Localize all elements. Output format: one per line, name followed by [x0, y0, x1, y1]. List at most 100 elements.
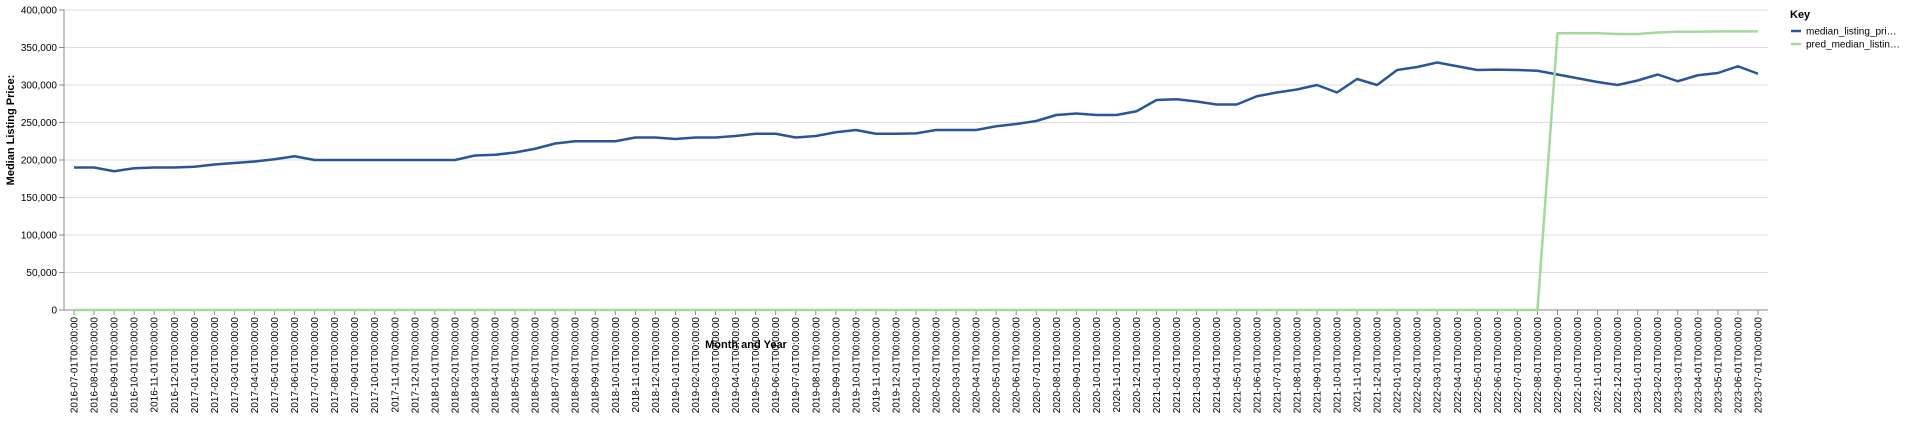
x-tick-label: 2020-07-01T00:00:00 [1032, 317, 1043, 414]
x-tick-label: 2017-05-01T00:00:00 [270, 317, 281, 414]
x-tick-label: 2018-08-01T00:00:00 [571, 317, 582, 414]
x-tick-label: 2017-02-01T00:00:00 [210, 317, 221, 414]
x-tick-label: 2017-06-01T00:00:00 [290, 317, 301, 414]
x-tick-label: 2022-08-01T00:00:00 [1533, 317, 1544, 414]
x-tick-label: 2020-03-01T00:00:00 [952, 317, 963, 414]
x-tick-label: 2018-01-01T00:00:00 [430, 317, 441, 414]
x-tick-label: 2020-12-01T00:00:00 [1132, 317, 1143, 414]
x-tick-label: 2017-07-01T00:00:00 [310, 317, 321, 414]
x-tick-label: 2022-02-01T00:00:00 [1413, 317, 1424, 414]
x-tick-label: 2020-10-01T00:00:00 [1092, 317, 1103, 414]
x-tick-label: 2021-01-01T00:00:00 [1152, 317, 1163, 414]
x-tick-label: 2020-04-01T00:00:00 [972, 317, 983, 414]
x-tick-label: 2023-03-01T00:00:00 [1673, 317, 1684, 414]
x-tick-label: 2019-03-01T00:00:00 [711, 317, 722, 414]
x-tick-label: 2016-07-01T00:00:00 [70, 317, 81, 414]
x-tick-label: 2020-06-01T00:00:00 [1012, 317, 1023, 414]
x-tick-label: 2019-05-01T00:00:00 [751, 317, 762, 414]
series-line [74, 30, 1758, 312]
x-tick-label: 2018-04-01T00:00:00 [491, 317, 502, 414]
x-tick-label: 2019-04-01T00:00:00 [731, 317, 742, 414]
y-tick-label: 0 [51, 306, 57, 317]
x-tick-label: 2019-08-01T00:00:00 [811, 317, 822, 414]
x-tick-label: 2018-05-01T00:00:00 [511, 317, 522, 414]
x-tick-label: 2018-03-01T00:00:00 [470, 317, 481, 414]
x-tick-label: 2016-08-01T00:00:00 [90, 317, 101, 414]
series-line [74, 61, 1759, 173]
x-tick-label: 2021-04-01T00:00:00 [1212, 317, 1223, 414]
y-tick-label: 300,000 [21, 81, 58, 92]
y-tick-label: 150,000 [21, 193, 58, 204]
x-tick-label: 2019-12-01T00:00:00 [891, 317, 902, 414]
x-tick-label: 2021-12-01T00:00:00 [1373, 317, 1384, 414]
x-tick-label: 2022-04-01T00:00:00 [1453, 317, 1464, 414]
y-tick-label: 200,000 [21, 156, 58, 167]
x-tick-label: 2021-03-01T00:00:00 [1192, 317, 1203, 414]
x-tick-label: 2022-03-01T00:00:00 [1433, 317, 1444, 414]
x-tick-label: 2021-05-01T00:00:00 [1232, 317, 1243, 414]
x-tick-label: 2019-02-01T00:00:00 [691, 317, 702, 414]
x-tick-label: 2017-03-01T00:00:00 [230, 317, 241, 414]
x-tick-label: 2018-12-01T00:00:00 [651, 317, 662, 414]
x-tick-label: 2019-09-01T00:00:00 [831, 317, 842, 414]
x-tick-label: 2017-11-01T00:00:00 [390, 317, 401, 413]
x-tick-label: 2019-01-01T00:00:00 [671, 317, 682, 414]
y-tick-label: 350,000 [21, 43, 58, 54]
x-tick-label: 2020-11-01T00:00:00 [1112, 317, 1123, 413]
x-tick-label: 2018-09-01T00:00:00 [591, 317, 602, 414]
x-tick-label: 2021-07-01T00:00:00 [1272, 317, 1283, 414]
x-tick-label: 2019-06-01T00:00:00 [771, 317, 782, 414]
x-tick-label: 2020-05-01T00:00:00 [992, 317, 1003, 414]
x-tick-label: 2020-08-01T00:00:00 [1052, 317, 1063, 414]
x-tick-label: 2019-07-01T00:00:00 [791, 317, 802, 414]
x-tick-label: 2022-10-01T00:00:00 [1573, 317, 1584, 414]
y-tick-label: 50,000 [26, 268, 57, 279]
x-tick-label: 2023-01-01T00:00:00 [1633, 317, 1644, 414]
x-tick-label: 2020-02-01T00:00:00 [932, 317, 943, 414]
y-axis-title: Median Listing Price: [5, 75, 17, 186]
legend-label: median_listing_pri… [1806, 27, 1897, 38]
x-tick-label: 2023-05-01T00:00:00 [1713, 317, 1724, 414]
x-tick-label: 2018-10-01T00:00:00 [611, 317, 622, 414]
x-tick-label: 2017-04-01T00:00:00 [250, 317, 261, 414]
x-tick-label: 2022-01-01T00:00:00 [1393, 317, 1404, 414]
x-tick-label: 2021-10-01T00:00:00 [1332, 317, 1343, 414]
x-tick-label: 2023-07-01T00:00:00 [1753, 317, 1764, 414]
x-tick-label: 2017-12-01T00:00:00 [410, 317, 421, 414]
x-tick-label: 2016-11-01T00:00:00 [150, 317, 161, 413]
x-tick-label: 2020-01-01T00:00:00 [912, 317, 923, 414]
x-tick-label: 2021-02-01T00:00:00 [1172, 317, 1183, 414]
x-tick-label: 2022-06-01T00:00:00 [1493, 317, 1504, 414]
x-tick-label: 2021-09-01T00:00:00 [1312, 317, 1323, 414]
x-tick-label: 2021-11-01T00:00:00 [1353, 317, 1364, 413]
x-tick-label: 2021-06-01T00:00:00 [1252, 317, 1263, 414]
x-tick-label: 2022-12-01T00:00:00 [1613, 317, 1624, 414]
x-tick-label: 2018-06-01T00:00:00 [531, 317, 542, 414]
x-tick-label: 2017-08-01T00:00:00 [330, 317, 341, 414]
x-tick-label: 2019-11-01T00:00:00 [871, 317, 882, 413]
x-tick-label: 2022-09-01T00:00:00 [1553, 317, 1564, 414]
x-tick-label: 2023-02-01T00:00:00 [1653, 317, 1664, 414]
y-tick-label: 400,000 [21, 6, 58, 17]
x-tick-label: 2017-01-01T00:00:00 [190, 317, 201, 414]
x-tick-label: 2021-08-01T00:00:00 [1292, 317, 1303, 414]
x-tick-label: 2016-10-01T00:00:00 [130, 317, 141, 414]
x-tick-label: 2022-07-01T00:00:00 [1513, 317, 1524, 414]
x-tick-label: 2023-04-01T00:00:00 [1693, 317, 1704, 414]
x-tick-label: 2017-10-01T00:00:00 [370, 317, 381, 414]
x-tick-label: 2017-09-01T00:00:00 [350, 317, 361, 414]
x-tick-label: 2022-11-01T00:00:00 [1593, 317, 1604, 413]
legend-title: Key [1790, 9, 1811, 21]
x-tick-label: 2022-05-01T00:00:00 [1473, 317, 1484, 414]
x-axis-title: Month and Year [705, 339, 787, 351]
x-tick-label: 2019-10-01T00:00:00 [851, 317, 862, 414]
x-tick-label: 2016-12-01T00:00:00 [170, 317, 181, 414]
x-tick-label: 2023-06-01T00:00:00 [1733, 317, 1744, 414]
y-tick-label: 100,000 [21, 231, 58, 242]
x-tick-label: 2018-07-01T00:00:00 [551, 317, 562, 414]
x-tick-label: 2016-09-01T00:00:00 [110, 317, 121, 414]
x-tick-label: 2018-11-01T00:00:00 [631, 317, 642, 413]
x-tick-label: 2018-02-01T00:00:00 [450, 317, 461, 414]
x-tick-label: 2020-09-01T00:00:00 [1072, 317, 1083, 414]
